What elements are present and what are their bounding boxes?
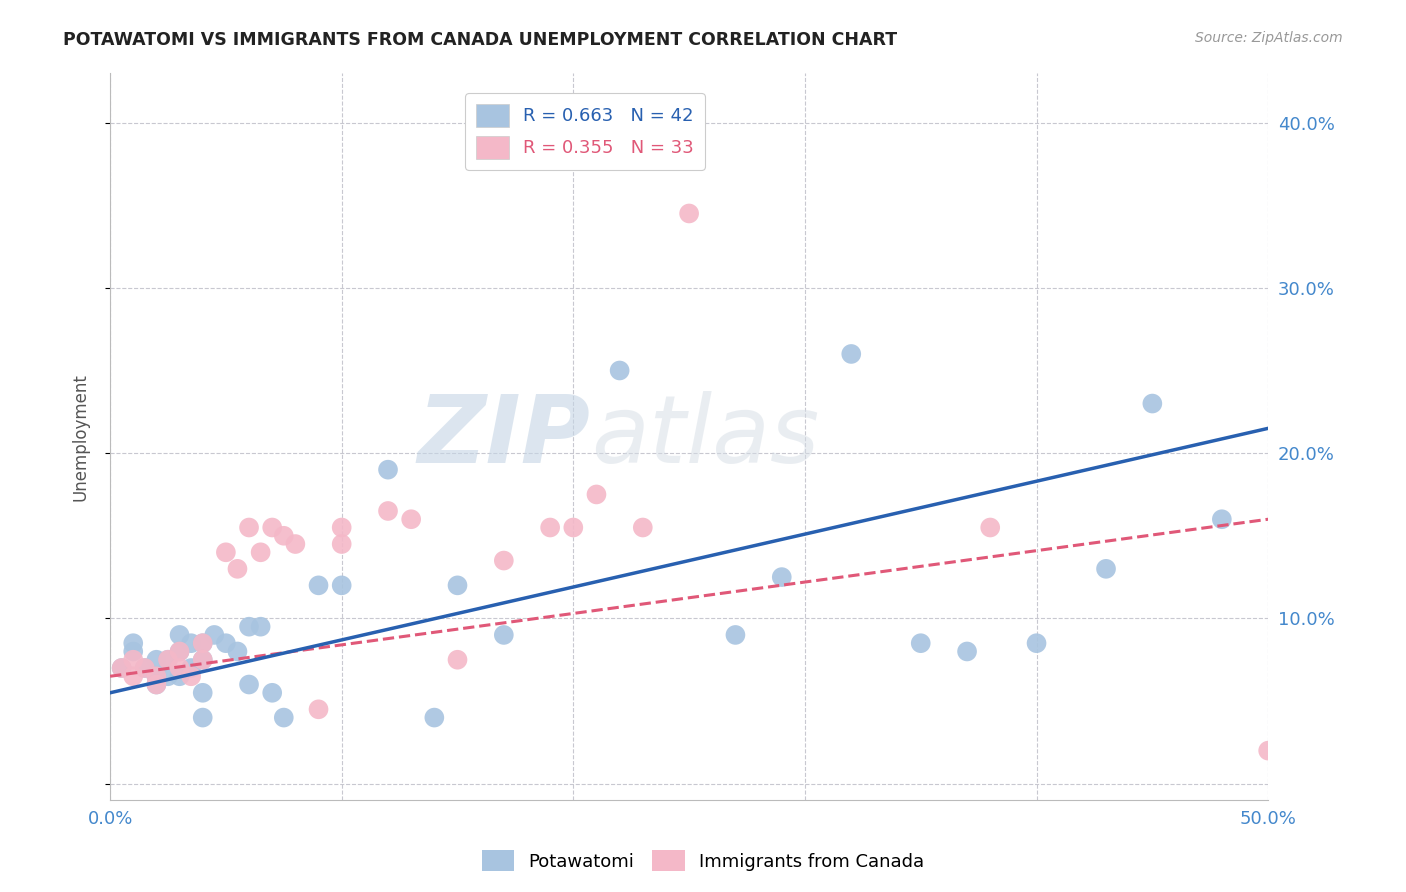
Point (678, 206, 700, 220)
Point (191, 710, 214, 724)
Point (284, 537, 307, 551)
Point (226, 562, 249, 576)
Point (134, 661, 156, 675)
Point (423, 710, 446, 724)
Point (399, 512, 422, 526)
Point (145, 669, 167, 683)
Point (631, 520, 654, 534)
Legend: Potawatomi, Immigrants from Canada: Potawatomi, Immigrants from Canada (474, 843, 932, 879)
Point (492, 553, 515, 567)
Point (169, 644, 191, 658)
Legend: R = 0.663   N = 42, R = 0.355   N = 33: R = 0.663 N = 42, R = 0.355 N = 33 (465, 93, 704, 170)
Point (134, 661, 156, 675)
Point (191, 636, 214, 650)
Point (226, 644, 249, 658)
Point (180, 636, 202, 650)
Point (215, 636, 238, 650)
Point (308, 578, 330, 592)
Point (1211, 512, 1233, 526)
Point (273, 529, 295, 543)
Point (839, 347, 862, 361)
Point (238, 677, 260, 691)
Point (145, 677, 167, 691)
Point (956, 644, 979, 658)
Text: ZIP: ZIP (418, 391, 591, 483)
Point (191, 636, 214, 650)
Point (492, 628, 515, 642)
Point (111, 661, 134, 675)
Point (215, 545, 238, 559)
Point (562, 520, 585, 534)
Text: POTAWATOMI VS IMMIGRANTS FROM CANADA UNEMPLOYMENT CORRELATION CHART: POTAWATOMI VS IMMIGRANTS FROM CANADA UNE… (63, 31, 897, 49)
Point (145, 677, 167, 691)
Point (377, 504, 399, 518)
Point (169, 661, 191, 675)
Point (330, 537, 353, 551)
Point (1095, 562, 1118, 576)
Point (979, 520, 1001, 534)
Point (585, 487, 607, 501)
Point (770, 570, 793, 584)
Point (156, 653, 179, 667)
Text: atlas: atlas (591, 391, 818, 482)
Point (169, 644, 191, 658)
Point (238, 620, 260, 634)
Point (377, 463, 399, 477)
Point (122, 669, 145, 683)
Text: Source: ZipAtlas.com: Source: ZipAtlas.com (1195, 31, 1343, 45)
Y-axis label: Unemployment: Unemployment (72, 373, 89, 500)
Point (180, 661, 202, 675)
Point (1142, 396, 1164, 410)
Point (202, 628, 225, 642)
Point (191, 686, 214, 700)
Point (1025, 636, 1047, 650)
Point (273, 710, 295, 724)
Point (308, 702, 330, 716)
Point (262, 520, 284, 534)
Point (538, 520, 561, 534)
Point (262, 686, 284, 700)
Point (111, 661, 134, 675)
Point (910, 636, 932, 650)
Point (238, 520, 260, 534)
Point (122, 636, 145, 650)
Point (249, 620, 271, 634)
Point (122, 644, 145, 658)
Point (446, 578, 468, 592)
Point (446, 653, 468, 667)
Point (156, 653, 179, 667)
Point (191, 653, 214, 667)
Point (249, 545, 271, 559)
Point (145, 653, 167, 667)
Point (145, 669, 167, 683)
Point (191, 653, 214, 667)
Point (609, 363, 631, 377)
Point (724, 628, 747, 642)
Point (1257, 744, 1279, 758)
Point (330, 578, 353, 592)
Point (169, 628, 191, 642)
Point (169, 669, 191, 683)
Point (156, 669, 179, 683)
Point (180, 669, 202, 683)
Point (330, 520, 353, 534)
Point (122, 653, 145, 667)
